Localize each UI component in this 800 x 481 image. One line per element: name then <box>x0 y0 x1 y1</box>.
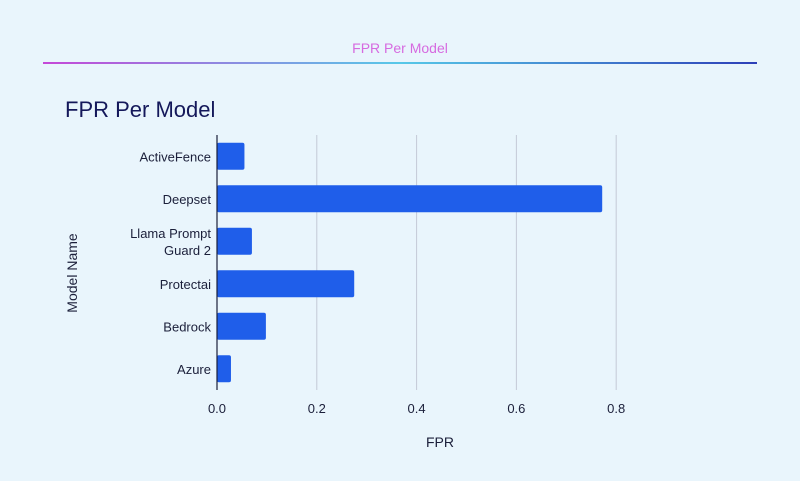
category-label-activefence: ActiveFence <box>139 149 211 164</box>
category-label-bedrock: Bedrock <box>163 319 211 334</box>
x-tick-label: 0.0 <box>208 401 226 416</box>
category-label-deepset: Deepset <box>163 192 212 207</box>
x-tick-labels: 0.0 0.2 0.4 0.6 0.8 <box>208 401 625 416</box>
grid-lines <box>316 135 617 390</box>
page-header: FPR Per Model <box>0 0 800 64</box>
bar-llama-prompt-guard-2 <box>217 227 252 255</box>
bar-bedrock <box>217 312 266 340</box>
header-divider <box>43 62 757 64</box>
x-tick-label: 0.8 <box>607 401 625 416</box>
chart-container: FPR Per Model ActiveFence Deepset Llama Pr… <box>0 70 800 470</box>
bar-activefence <box>217 142 245 170</box>
bars <box>217 142 603 383</box>
category-label-azure: Azure <box>177 362 211 377</box>
chart-title: FPR Per Model <box>65 97 215 122</box>
bar-protectai <box>217 270 355 298</box>
y-axis-title: Model Name <box>64 233 80 313</box>
x-axis-title: FPR <box>426 434 454 450</box>
category-labels: ActiveFence Deepset Llama Prompt Guard 2 Pro… <box>130 149 211 377</box>
category-label-protectai: Protectai <box>160 277 211 292</box>
x-tick-label: 0.6 <box>507 401 525 416</box>
bar-azure <box>217 355 231 383</box>
bar-deepset <box>217 185 603 213</box>
x-tick-label: 0.4 <box>408 401 426 416</box>
page-title: FPR Per Model <box>352 40 448 56</box>
category-label-llama-prompt-guard-2: Llama Prompt Guard 2 <box>130 226 211 258</box>
x-tick-label: 0.2 <box>308 401 326 416</box>
fpr-bar-chart: FPR Per Model ActiveFence Deepset Llama Pr… <box>64 97 625 450</box>
